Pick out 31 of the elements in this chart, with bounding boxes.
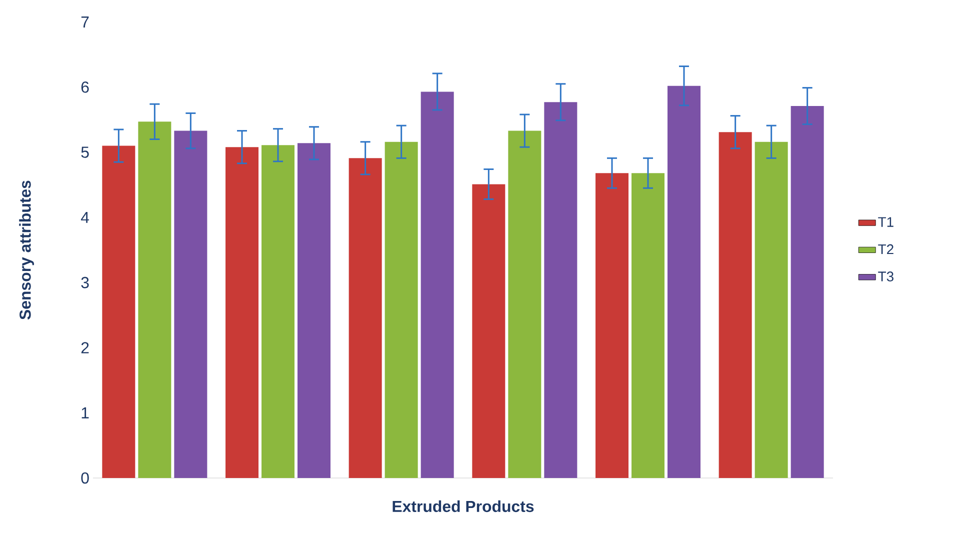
y-tick-label: 1 (82, 407, 89, 418)
bar (226, 147, 258, 478)
bar (754, 142, 788, 478)
bar (174, 130, 208, 478)
legend-label: T2 (878, 244, 894, 254)
y-tick-label: 5 (81, 146, 89, 158)
x-axis-title: Extruded Products (392, 500, 534, 512)
y-tick-label: 4 (80, 212, 90, 223)
bar (596, 173, 628, 478)
legend-label: T3 (878, 272, 894, 282)
bar (138, 122, 172, 478)
bar (420, 92, 454, 478)
bar (544, 102, 578, 478)
bar (472, 184, 506, 478)
y-axis-title: Sensory attributes (19, 180, 34, 320)
y-tick-label: 0 (81, 472, 89, 484)
bar (508, 130, 542, 478)
bar (102, 146, 136, 478)
legend-label: T1 (878, 217, 894, 227)
bar (298, 143, 330, 478)
bar (348, 158, 382, 478)
bar (262, 145, 294, 478)
y-tick-label: 7 (81, 16, 89, 28)
bar (718, 132, 752, 478)
bar (790, 106, 824, 478)
y-tick-label: 3 (81, 276, 89, 288)
bar (632, 173, 664, 478)
y-tick-label: 2 (81, 342, 89, 354)
y-tick-label: 6 (81, 82, 89, 93)
bar (384, 142, 418, 478)
bar (668, 86, 701, 478)
